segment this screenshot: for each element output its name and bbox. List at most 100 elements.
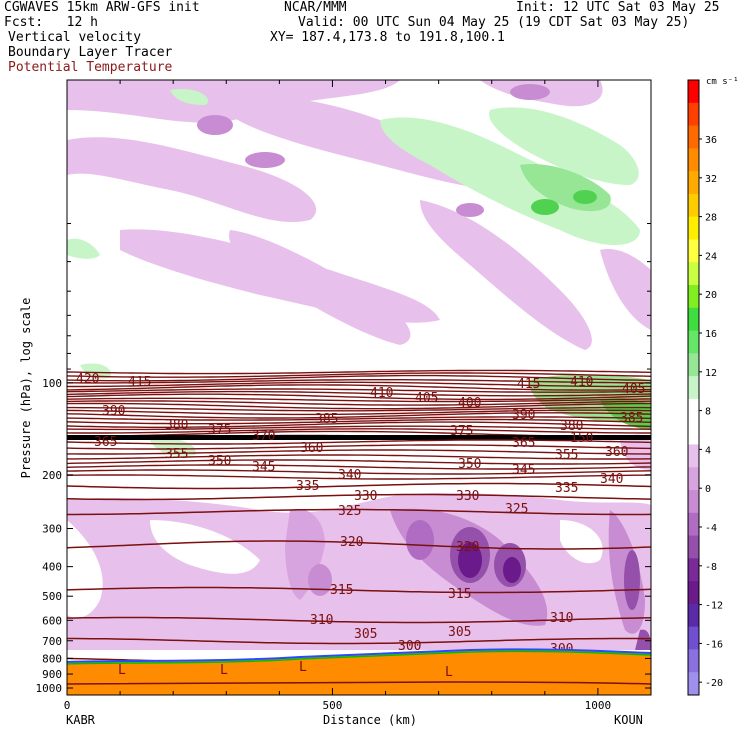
theta-label: 390 (512, 408, 535, 423)
init-time: Init: 12 UTC Sat 03 May 25 (516, 0, 720, 15)
colorbar-swatch (688, 581, 699, 605)
theta-label: 375 (450, 424, 473, 439)
theta-contour (67, 464, 651, 470)
weak-region (67, 520, 103, 618)
theta-label: 310 (310, 613, 333, 628)
neg-strong (624, 550, 640, 610)
valid-time: Valid: 00 UTC Sun 04 May 25 (19 CDT Sat … (298, 15, 690, 30)
neg-max (503, 557, 521, 583)
colorbar: 36 32 28 24 20 16 12 8 4 0 -4 -8 -12 -16 -20 (687, 79, 723, 696)
theta-label: 325 (505, 502, 528, 517)
theta-label: 350 (208, 454, 231, 469)
theta-contour (67, 406, 651, 412)
colorbar-label: -12 (705, 601, 723, 612)
theta-contour (67, 421, 651, 428)
potential-temperature-labels: 420 415 410 405 400 415 410 405 390 385 390 380 375 3… (76, 372, 645, 696)
y-tick-label: 1000 (36, 682, 63, 695)
theta-contour (67, 379, 651, 384)
theta-label: 355 (555, 448, 578, 463)
colorbar-swatch (688, 171, 699, 195)
colorbar-label: -16 (705, 639, 723, 650)
weak-region (150, 520, 260, 574)
pos-region (80, 363, 111, 379)
theta-contour-295 (67, 681, 651, 685)
x-axis-label: Distance (km) (323, 713, 417, 727)
colorbar-label: 16 (705, 329, 717, 340)
theta-contour (67, 459, 651, 465)
colorbar-units: cm s⁻¹ (706, 77, 739, 87)
boundary-layer-tracer (67, 650, 651, 665)
low-marker: L (299, 660, 307, 675)
colorbar-label: -4 (705, 523, 717, 534)
field-vertical-velocity: Vertical velocity (8, 30, 142, 45)
neg-region (67, 137, 317, 223)
theta-label: 390 (102, 404, 125, 419)
theta-contour (67, 418, 651, 425)
theta-contour (67, 425, 651, 431)
neg-strong (635, 629, 651, 650)
theta-contour (67, 400, 651, 406)
colorbar-swatch (688, 125, 699, 149)
colorbar-swatch (688, 672, 699, 696)
theta-label: 335 (555, 481, 578, 496)
colorbar-label: 36 (705, 135, 717, 146)
theta-contour (67, 384, 651, 391)
theta-contour (67, 474, 651, 480)
colorbar-label: 4 (705, 445, 711, 456)
y-tick-label: 600 (42, 614, 62, 627)
theta-contour (67, 397, 651, 403)
colorbar-swatch (688, 216, 699, 240)
theta-contour (67, 637, 651, 645)
theta-label: 365 (512, 436, 535, 451)
theta-contour (67, 409, 651, 416)
neg-region (600, 249, 651, 330)
colorbar-swatch (688, 626, 699, 650)
theta-label: 360 (300, 441, 323, 456)
tropopause-band (67, 435, 651, 440)
y-tick-label: 800 (42, 652, 62, 665)
theta-label: 405 (622, 382, 645, 397)
theta-contour (67, 369, 651, 375)
low-marker: L (445, 665, 453, 680)
low-marker: L (220, 663, 228, 678)
colorbar-swatch (688, 148, 699, 172)
theta-contour (67, 393, 651, 401)
org-title: NCAR/MMM (284, 0, 347, 15)
theta-label: 345 (252, 460, 275, 475)
theta-label: 340 (600, 472, 623, 487)
theta-label: 320 (340, 535, 363, 550)
colorbar-swatch (688, 603, 699, 628)
right-station: KOUN (614, 713, 643, 727)
colorbar-swatch (688, 285, 699, 309)
colorbar-swatch (688, 467, 699, 491)
theta-contour (67, 540, 651, 550)
y-tick-label: 900 (42, 668, 62, 681)
theta-label: 150 (570, 431, 593, 446)
pos-region (380, 117, 640, 245)
y-tick-label: 100 (42, 377, 62, 390)
theta-label: 330 (354, 489, 377, 504)
colorbar-swatch (688, 398, 699, 423)
pos-region (170, 88, 209, 105)
pos-region (150, 438, 196, 456)
theta-label: 305 (354, 627, 377, 642)
terrain (67, 648, 651, 695)
theta-label: 340 (338, 468, 361, 483)
theta-label: 335 (296, 479, 319, 494)
colorbar-label: 12 (705, 368, 717, 379)
colorbar-label: -8 (705, 562, 717, 573)
colorbar-label: 24 (705, 251, 717, 262)
left-station: KABR (66, 713, 96, 727)
theta-label: 315 (448, 587, 471, 602)
colorbar-swatch (688, 421, 699, 445)
theta-contour (67, 372, 651, 378)
colorbar-swatch (688, 353, 699, 377)
y-tick-label: 700 (42, 635, 62, 648)
neg-region (620, 434, 651, 470)
colorbar-label: 32 (705, 174, 717, 185)
y-tick-label: 300 (42, 523, 62, 536)
boundary-layer-top (67, 648, 651, 663)
theta-contour (67, 412, 651, 419)
